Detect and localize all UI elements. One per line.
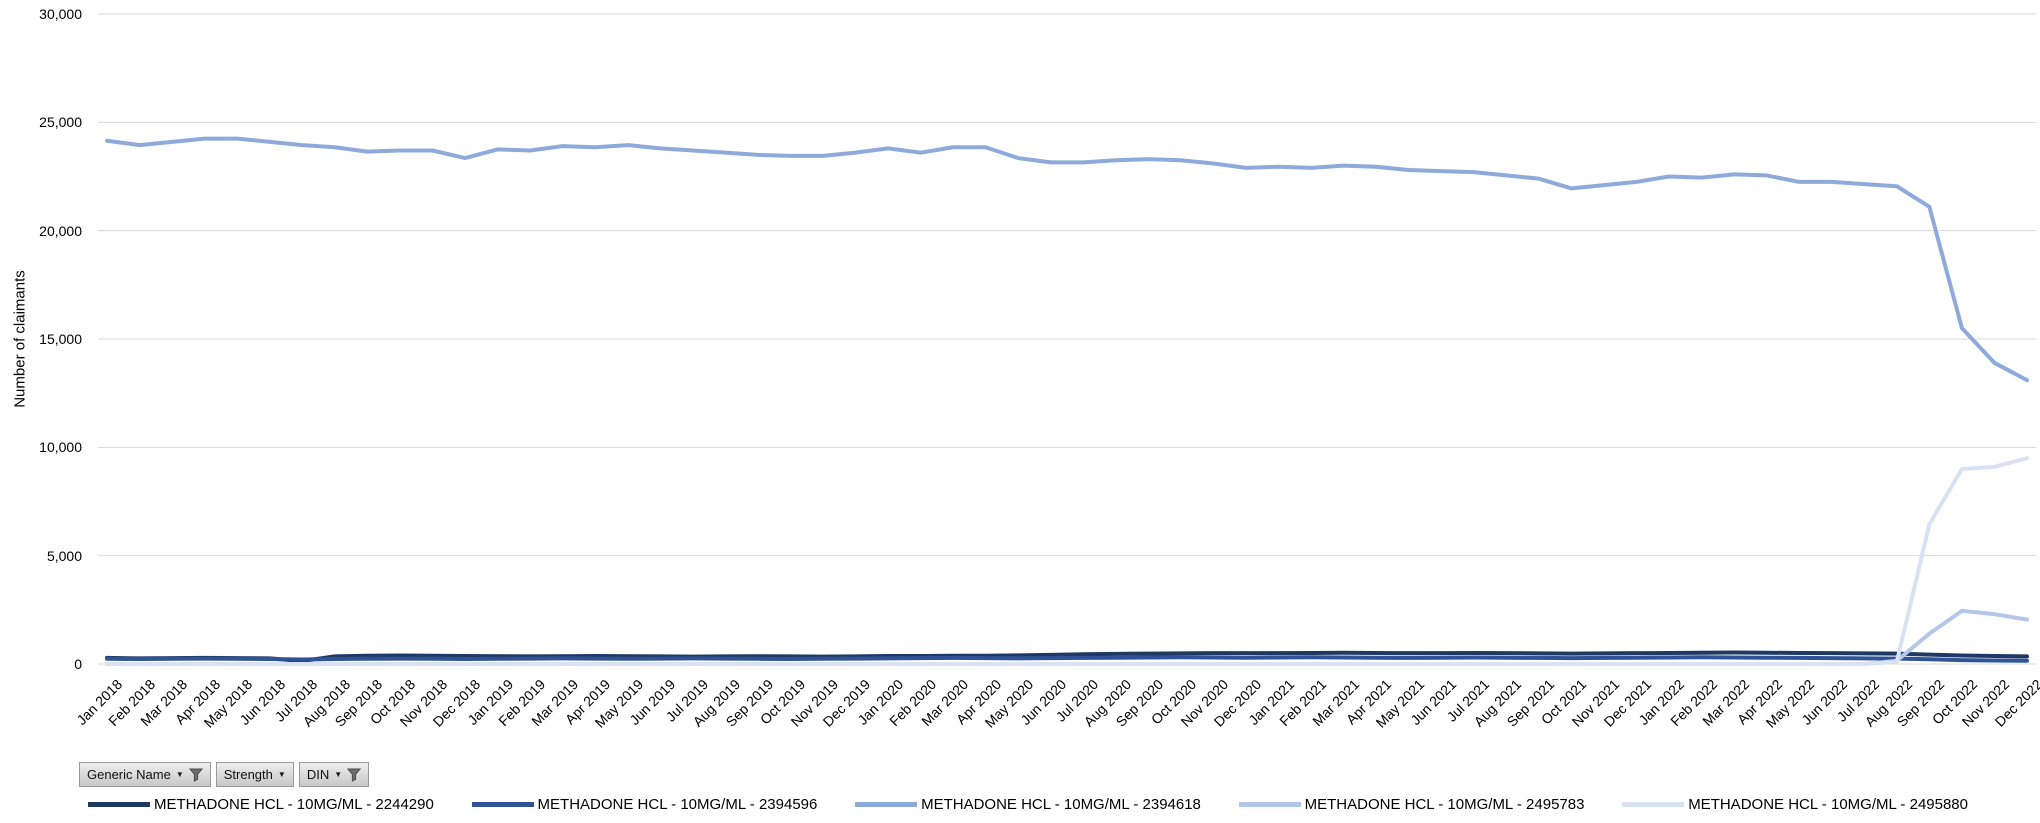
- legend-label: METHADONE HCL - 10MG/ML - 2394618: [921, 796, 1201, 813]
- y-tick-label: 25,000: [39, 114, 82, 131]
- y-tick-label: 10,000: [39, 439, 82, 456]
- filter-button-label: Generic Name: [87, 767, 171, 782]
- chevron-down-icon: ▼: [277, 769, 286, 779]
- y-tick-label: 0: [74, 656, 82, 672]
- legend-item: METHADONE HCL - 10MG/ML - 2394618: [855, 796, 1201, 813]
- legend-label: METHADONE HCL - 10MG/ML - 2495783: [1304, 796, 1585, 813]
- legend-item: METHADONE HCL - 10MG/ML - 2394596: [471, 796, 818, 813]
- filter-button-row: Generic Name ▼ Strength ▼ DIN ▼: [79, 762, 370, 787]
- series-line-2244290: [105, 650, 2029, 663]
- chevron-down-icon: ▼: [334, 769, 343, 779]
- legend-label: METHADONE HCL - 10MG/ML - 2394596: [537, 796, 818, 813]
- legend-item: METHADONE HCL - 10MG/ML - 2495783: [1238, 796, 1585, 813]
- legend-item: METHADONE HCL - 10MG/ML - 2495880: [1622, 796, 1968, 813]
- y-tick-label: 5,000: [46, 547, 82, 564]
- chevron-down-icon: ▼: [175, 769, 184, 779]
- y-tick-label: 20,000: [39, 222, 82, 239]
- filter-button-din[interactable]: DIN ▼: [298, 762, 370, 787]
- filter-button-strength[interactable]: Strength ▼: [215, 762, 294, 787]
- legend-item: METHADONE HCL - 10MG/ML - 2244290: [88, 796, 434, 813]
- legend-label: METHADONE HCL - 10MG/ML - 2244290: [154, 796, 434, 813]
- legend-line-swatch: [1622, 802, 1685, 807]
- legend-line-swatch: [1238, 802, 1301, 807]
- y-tick-label: 15,000: [39, 331, 82, 347]
- filter-button-label: DIN: [306, 767, 330, 782]
- legend-line-swatch: [88, 802, 150, 807]
- chart-legend: METHADONE HCL - 10MG/ML - 2244290 METHADO…: [88, 796, 1968, 813]
- filter-funnel-icon: [188, 768, 203, 782]
- legend-line-swatch: [471, 802, 534, 807]
- y-tick-label: 30,000: [39, 6, 82, 22]
- legend-line-swatch: [855, 802, 918, 807]
- series-line-2394596: [105, 655, 2029, 663]
- series-line-2394618: [105, 136, 2029, 383]
- series-line-2495880: [105, 456, 2029, 666]
- filter-funnel-icon: [347, 768, 362, 782]
- legend-label: METHADONE HCL - 10MG/ML - 2495880: [1688, 796, 1968, 813]
- filter-button-label: Strength: [223, 767, 273, 782]
- filter-button-generic-name[interactable]: Generic Name ▼: [79, 762, 211, 787]
